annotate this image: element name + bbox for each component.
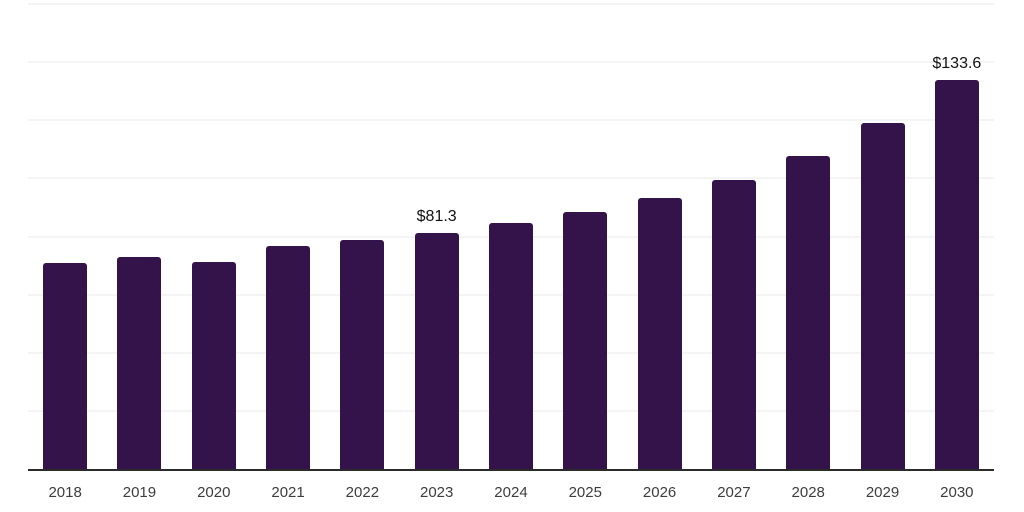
x-tick-label-2023: 2023 bbox=[419, 484, 454, 501]
x-tick-label-2029: 2029 bbox=[865, 484, 900, 501]
bar-2021 bbox=[266, 245, 311, 470]
bar-2026 bbox=[637, 198, 682, 470]
bar-2030 bbox=[934, 80, 979, 470]
bar-2018 bbox=[43, 262, 88, 470]
value-label-2023: $81.3 bbox=[416, 207, 457, 225]
x-tick-label-2028: 2028 bbox=[791, 484, 825, 501]
gridline-120 bbox=[28, 119, 994, 121]
bar-2022 bbox=[340, 239, 385, 470]
x-tick-label-2021: 2021 bbox=[271, 484, 305, 501]
bar-2025 bbox=[563, 212, 608, 470]
gridline-140 bbox=[28, 60, 994, 63]
x-tick-label-2027: 2027 bbox=[717, 484, 751, 501]
x-tick-label-2030: 2030 bbox=[940, 484, 974, 501]
bar-2028 bbox=[786, 155, 831, 470]
x-tick-label-2019: 2019 bbox=[122, 484, 157, 501]
x-tick-label-2020: 2020 bbox=[197, 484, 231, 501]
value-label-2030: $133.6 bbox=[932, 55, 982, 73]
bar-2020 bbox=[191, 262, 236, 470]
bar-2027 bbox=[711, 179, 756, 470]
x-axis-line bbox=[28, 468, 994, 471]
gridline-160 bbox=[28, 2, 994, 5]
bar-2019 bbox=[117, 257, 162, 470]
bar-2024 bbox=[489, 223, 533, 470]
x-tick-label-2022: 2022 bbox=[345, 484, 380, 501]
x-tick-label-2025: 2025 bbox=[568, 484, 602, 501]
bar-2029 bbox=[860, 123, 905, 470]
x-tick-label-2018: 2018 bbox=[48, 484, 82, 501]
gridline-100 bbox=[28, 177, 994, 180]
x-tick-label-2024: 2024 bbox=[494, 484, 528, 501]
x-tick-label-2026: 2026 bbox=[642, 484, 677, 501]
bar-2023 bbox=[414, 232, 459, 470]
